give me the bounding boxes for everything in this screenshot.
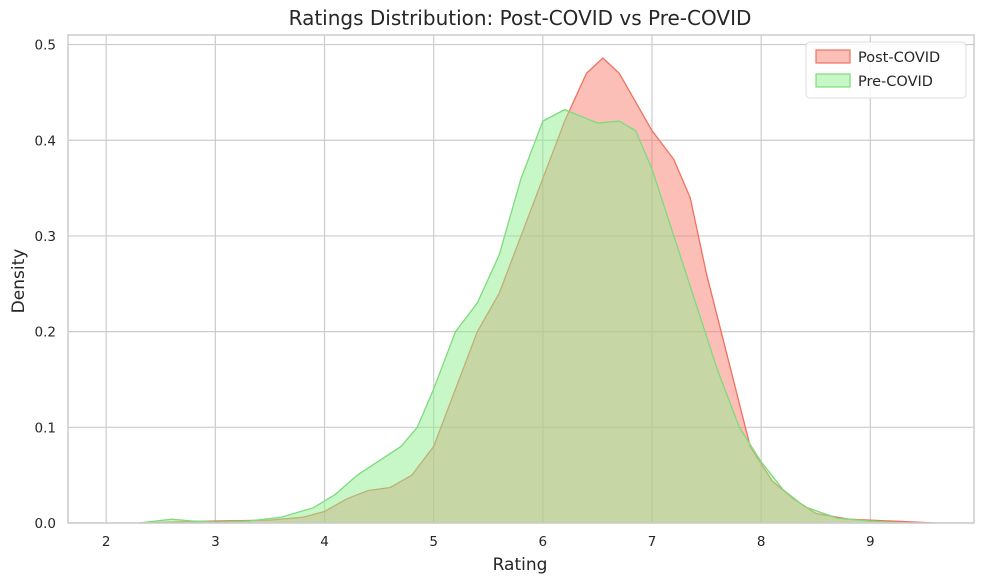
legend: Post-COVID Pre-COVID: [805, 41, 967, 99]
legend-swatch-0: [815, 49, 851, 64]
series-area-1: [138, 109, 904, 524]
legend-label-0: Post-COVID: [858, 50, 940, 66]
y-tick-label: 0.5: [35, 38, 56, 54]
x-axis-label: Rating: [493, 555, 548, 575]
x-tick-label: 8: [757, 534, 766, 550]
y-tick-label: 0.3: [35, 229, 56, 245]
legend-label-1: Pre-COVID: [858, 74, 933, 90]
x-tick-label: 3: [211, 534, 220, 550]
series-line-1: [138, 108, 904, 524]
y-tick-label: 0.4: [35, 133, 56, 149]
y-tick-label: 0.0: [35, 516, 56, 532]
tick-labels: 2 3 4 5 6 7 8 9 0.0 0.1 0.2 0.3 0.4 0.5: [35, 38, 875, 550]
chart-title: Ratings Distribution: Post-COVID vs Pre-…: [289, 6, 752, 30]
series-layer: [138, 57, 936, 524]
plot-frame: [67, 34, 975, 524]
x-tick-label: 7: [648, 534, 657, 550]
legend-swatch-1: [815, 73, 851, 88]
x-tick-label: 5: [429, 534, 438, 550]
x-tick-label: 4: [320, 534, 329, 550]
x-tick-label: 9: [866, 534, 875, 550]
x-tick-label: 6: [539, 534, 548, 550]
y-axis-label: Density: [9, 249, 29, 314]
plot-border: [67, 34, 975, 524]
y-tick-label: 0.1: [35, 420, 56, 436]
y-tick-label: 0.2: [35, 325, 56, 341]
x-tick-label: 2: [102, 534, 111, 550]
